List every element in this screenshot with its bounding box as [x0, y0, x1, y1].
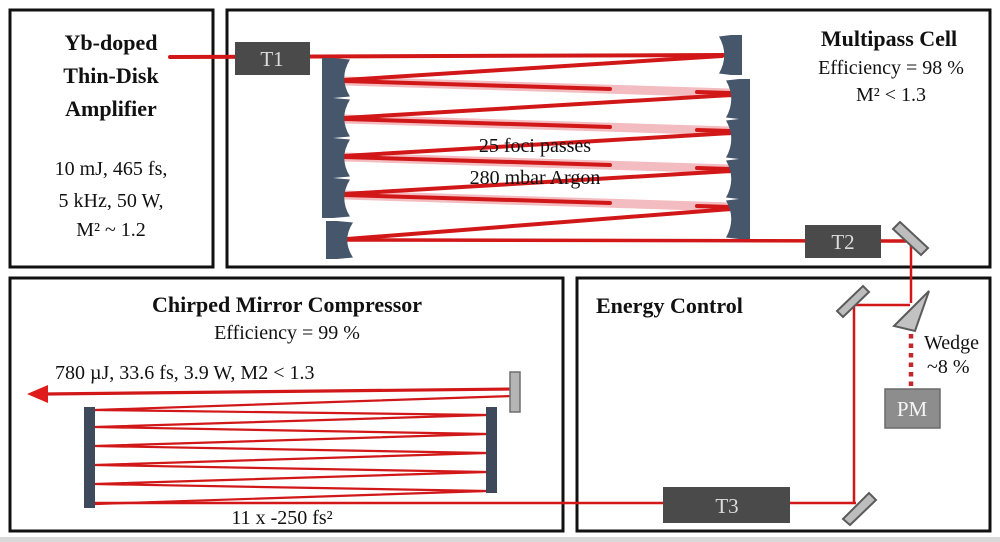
compressor-efficiency: Efficiency = 99 %: [214, 322, 360, 344]
wedge-fraction: ~8 %: [927, 356, 969, 378]
multipass-title: Multipass Cell: [821, 26, 957, 51]
compressor-mirror-count: 11 x -250 fs²: [231, 507, 332, 529]
output-beam: [45, 387, 514, 396]
wedge-optic: [892, 290, 930, 333]
telescope-t2-box: [805, 225, 881, 258]
amplifier-title-line3: Amplifier: [65, 96, 157, 121]
amplifier-spec-line1: 10 mJ, 465 fs,: [55, 158, 168, 180]
amplifier-spec-line3: M² ~ 1.2: [76, 219, 146, 241]
fold-mirror-before-t3: [841, 491, 878, 527]
compressor-output-specs: 780 µJ, 33.6 fs, 3.9 W, M2 < 1.3: [55, 362, 315, 384]
mirror-right-top: [719, 35, 742, 75]
fold-mirror-energy-control: [835, 284, 871, 319]
amplifier-panel: [8, 8, 215, 269]
amplifier-title-line1: Yb-doped: [65, 30, 158, 55]
multipass-beams: [168, 53, 911, 243]
energy-control-panel: [575, 276, 992, 533]
telescope-t1-label: T1: [260, 47, 283, 71]
compressor-beams: [94, 394, 513, 506]
telescope-t3-box: [663, 487, 790, 523]
compressor-end-mirror: [509, 371, 521, 413]
chirped-mirror-left: [84, 407, 95, 508]
multipass-cell-line2: 280 mbar Argon: [470, 167, 601, 189]
mirror-array-right: [726, 79, 750, 239]
bottom-edge-strip: [0, 537, 1000, 542]
chirped-mirror-right: [486, 407, 497, 493]
telescope-t1-box: [235, 42, 310, 75]
compressor-panel: [8, 276, 565, 533]
mirror-left-bottom: [326, 221, 353, 259]
output-arrow-icon: [27, 385, 48, 403]
mirror-array-left: [322, 58, 350, 218]
multipass-panel: [225, 8, 992, 269]
multipass-beam-quality: M² < 1.3: [856, 84, 926, 106]
multipass-cell-line1: 25 foci passes: [479, 135, 591, 157]
telescope-t2-label: T2: [831, 230, 854, 254]
energy-control-title: Energy Control: [596, 293, 743, 318]
compressor-title: Chirped Mirror Compressor: [152, 292, 422, 317]
telescope-t3-label: T3: [715, 494, 738, 518]
amplifier-spec-line2: 5 kHz, 50 W,: [59, 190, 164, 212]
wedge-label: Wedge: [924, 332, 979, 354]
power-meter-box: [884, 388, 941, 429]
multipass-efficiency: Efficiency = 98 %: [818, 57, 964, 79]
power-meter-label: PM: [897, 397, 928, 421]
fold-mirror-after-t2: [891, 220, 930, 257]
amplifier-title-line2: Thin-Disk: [63, 63, 159, 88]
